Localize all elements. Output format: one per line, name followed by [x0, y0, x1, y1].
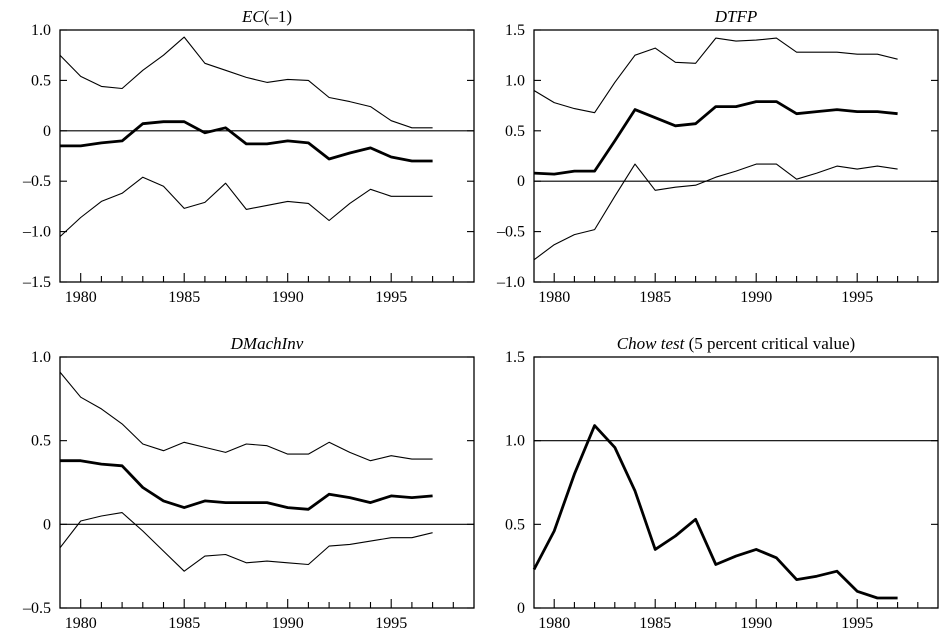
y-tick-label: –1.5	[22, 274, 51, 291]
y-tick-label: –0.5	[22, 173, 51, 190]
series-line-estimate	[532, 424, 898, 600]
y-tick-label: 0	[43, 123, 51, 140]
panel-title-italic: DTFP	[714, 7, 758, 26]
y-tick-label: 1.5	[505, 349, 525, 366]
y-tick-label: 1.0	[31, 349, 51, 366]
panel-title-plain: (–1)	[264, 7, 292, 26]
x-tick-label: 1990	[740, 615, 772, 632]
x-tick-label: 1995	[841, 615, 873, 632]
x-tick-label: 1980	[538, 289, 570, 306]
y-tick-label: 0	[43, 516, 51, 533]
y-tick-label: –0.5	[22, 600, 51, 617]
x-tick-label: 1995	[375, 615, 407, 632]
panel-title-italic: DMachInv	[230, 334, 304, 353]
series-line-estimate	[533, 100, 898, 176]
y-tick-label: 1.0	[505, 72, 525, 89]
panel-title: Chow test (5 percent critical value)	[617, 334, 855, 353]
series-line-lower-band	[59, 512, 433, 572]
panel-title: DTFP	[714, 7, 758, 26]
y-tick-label: –0.5	[496, 224, 525, 241]
y-tick-label: 0.5	[505, 123, 525, 140]
x-tick-label: 1985	[168, 615, 200, 632]
plot-frame	[59, 29, 475, 283]
x-tick-label: 1980	[65, 289, 97, 306]
x-tick-label: 1980	[538, 615, 570, 632]
y-tick-label: 0.5	[31, 72, 51, 89]
x-tick-label: 1995	[375, 289, 407, 306]
x-tick-label: 1985	[168, 289, 200, 306]
chart-panel-2: 1.5 1.0 0.5 0 –0.5 –1.0 1980 1985 1990 1995 DTFP	[496, 7, 939, 306]
x-tick-label: 1990	[272, 289, 304, 306]
plot-frame	[59, 356, 475, 609]
y-tick-label: 1.0	[505, 433, 525, 450]
series-line-lower-band	[59, 176, 433, 238]
y-tick-label: 0.5	[505, 516, 525, 533]
panel-title: EC(–1)	[241, 7, 292, 26]
panel-title-italic: Chow test	[617, 334, 686, 353]
y-tick-label: –1.0	[496, 274, 525, 291]
y-tick-label: 0.5	[31, 433, 51, 450]
x-tick-label: 1990	[272, 615, 304, 632]
series-line-estimate	[60, 459, 433, 511]
y-tick-label: –1.0	[22, 224, 51, 241]
panel-title-plain: (5 percent critical value)	[684, 334, 855, 353]
x-tick-label: 1980	[65, 615, 97, 632]
series-line-estimate	[60, 120, 433, 163]
series-line-lower-band	[533, 163, 898, 261]
x-tick-label: 1995	[841, 289, 873, 306]
plot-frame	[533, 29, 939, 283]
panel-title-italic: EC	[241, 7, 264, 26]
y-tick-label: 1.0	[31, 22, 51, 39]
chart-panel-3: 1.0 0.5 0 –0.5 1980 1985 1990 1995 DMachInv	[22, 334, 475, 632]
chart-panel-1: 1.0 0.5 0 –0.5 –1.0 –1.5 1980 1985 1990 1995 EC(–1…	[22, 7, 475, 306]
panel-title: DMachInv	[230, 334, 304, 353]
series-line-upper-band	[533, 37, 898, 114]
x-tick-label: 1985	[639, 289, 671, 306]
y-tick-label: 0	[517, 600, 525, 617]
y-tick-label: 1.5	[505, 22, 525, 39]
series-line-upper-band	[59, 371, 433, 462]
x-tick-label: 1990	[740, 289, 772, 306]
y-tick-label: 0	[517, 173, 525, 190]
series-line-upper-band	[59, 36, 433, 129]
x-tick-label: 1985	[639, 615, 671, 632]
chart-panel-4: 1.5 1.0 0.5 0 1980 1985 1990 1995 Chow test (5 p…	[505, 334, 939, 632]
plot-frame	[533, 356, 939, 609]
